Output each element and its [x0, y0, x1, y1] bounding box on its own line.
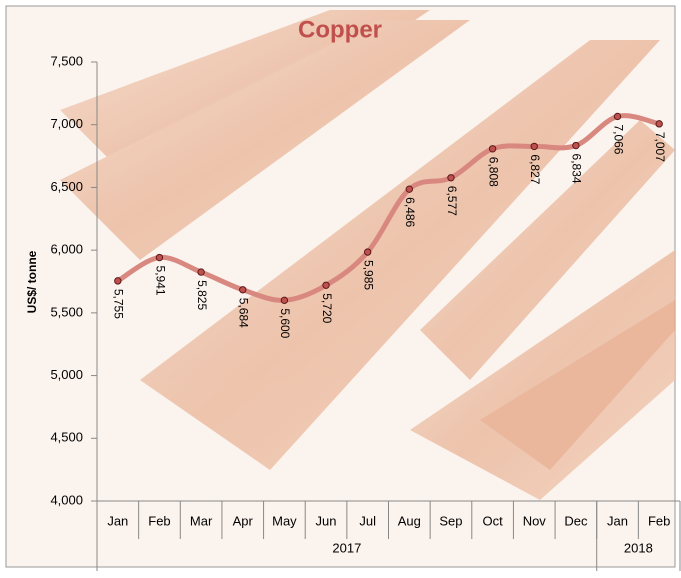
- x-tick-label: Mar: [190, 513, 213, 528]
- y-tick-label: 6,500: [50, 179, 83, 194]
- data-label: 7,066: [611, 124, 625, 154]
- data-point: [655, 120, 663, 128]
- data-label: 5,941: [153, 266, 167, 296]
- data-point: [197, 268, 205, 276]
- data-label: 5,825: [195, 280, 209, 310]
- data-label: 6,827: [528, 154, 542, 184]
- data-label: 5,684: [237, 298, 251, 328]
- data-label: 5,985: [362, 260, 376, 290]
- x-tick-label: Feb: [648, 513, 670, 528]
- y-tick-label: 5,000: [50, 367, 83, 382]
- data-point: [239, 286, 247, 294]
- y-axis-label: US$/ tonne: [25, 250, 39, 313]
- x-tick-label: Oct: [482, 513, 503, 528]
- data-point: [114, 277, 122, 285]
- data-label: 5,600: [278, 308, 292, 338]
- y-tick-label: 7,500: [50, 53, 83, 68]
- data-label: 6,577: [445, 186, 459, 216]
- x-tick-label: Apr: [233, 513, 254, 528]
- data-point: [280, 296, 289, 305]
- y-tick-label: 7,000: [50, 116, 83, 131]
- x-tick-label: Nov: [523, 513, 547, 528]
- y-tick-label: 5,500: [50, 304, 83, 319]
- data-point: [613, 112, 622, 121]
- x-tick-label: May: [272, 513, 297, 528]
- data-point: [322, 281, 330, 289]
- data-point: [572, 141, 580, 150]
- series-line: [115, 113, 662, 303]
- data-point: [488, 145, 497, 153]
- data-label: 6,486: [403, 197, 417, 227]
- chart-title: Copper: [298, 16, 382, 43]
- x-tick-label: Jan: [107, 513, 128, 528]
- data-label: 5,720: [320, 293, 334, 323]
- x-tick-label: Jul: [359, 513, 376, 528]
- data-point: [155, 253, 164, 262]
- data-label: 6,834: [570, 154, 584, 184]
- data-point: [447, 174, 455, 182]
- x-tick-label: Aug: [398, 513, 421, 528]
- x-tick-label: Dec: [564, 513, 588, 528]
- y-tick-label: 4,500: [50, 430, 83, 445]
- data-label: 5,755: [112, 289, 126, 319]
- data-point: [363, 248, 372, 256]
- x-tick-label: Feb: [148, 513, 170, 528]
- y-tick-label: 6,000: [50, 242, 83, 257]
- x-tick-label: Jan: [607, 513, 628, 528]
- data-label: 7,007: [653, 132, 667, 162]
- x-tick-label: Sep: [439, 513, 462, 528]
- x-group-label: 2018: [624, 540, 653, 555]
- x-tick-label: Jun: [316, 513, 337, 528]
- data-point: [530, 142, 538, 151]
- x-group-label: 2017: [332, 540, 361, 555]
- y-tick-label: 4,000: [50, 492, 83, 507]
- data-point: [405, 185, 414, 193]
- data-label: 6,808: [486, 157, 500, 187]
